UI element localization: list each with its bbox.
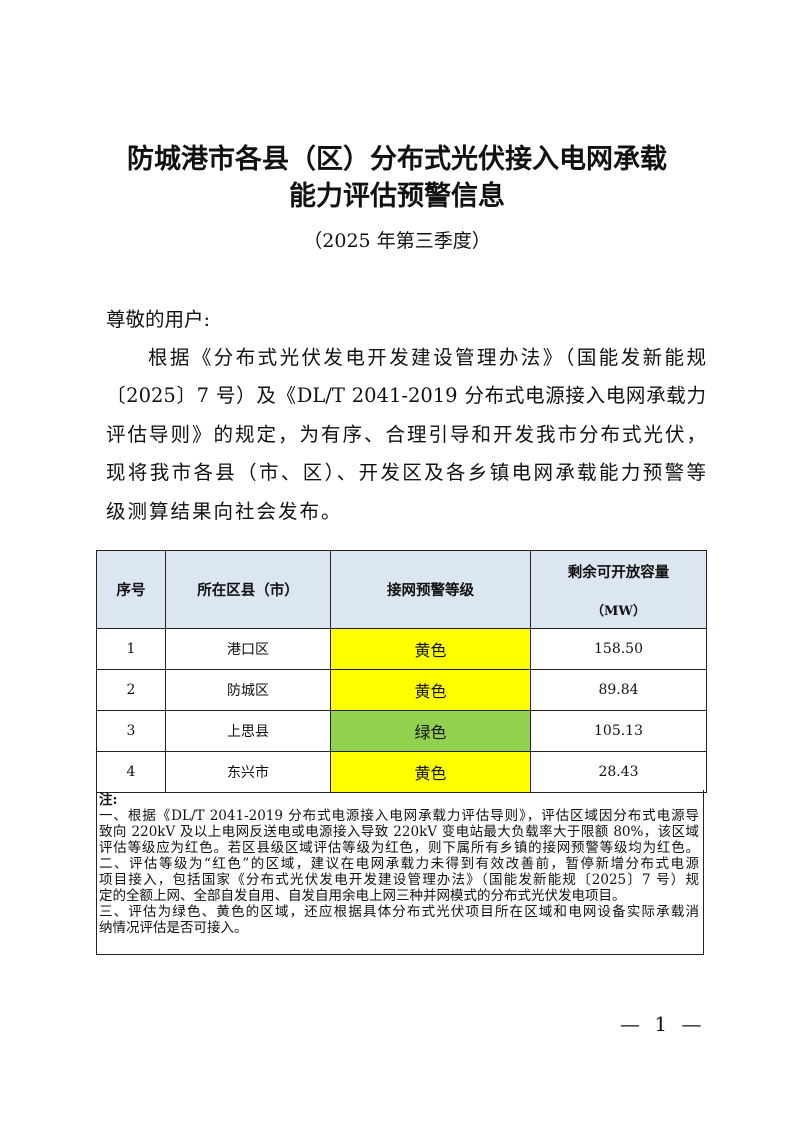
- cell-level: 黄色: [330, 751, 531, 793]
- salutation: 尊敬的用户:: [106, 308, 211, 331]
- table-row: 4 东兴市 黄色 28.43: [96, 751, 707, 793]
- cell-level: 绿色: [330, 710, 531, 752]
- cell-level: 黄色: [330, 669, 531, 711]
- body-line: 现将我市各县（市、区）、开发区及各乡镇电网承载能力预警等: [106, 461, 706, 484]
- note-line: 致向 220kV 及以上电网反送电或电源接入导致 220kV 变电站最大负载率大…: [99, 824, 699, 840]
- note-line: 纳情况评估是否可接入。: [99, 920, 248, 936]
- note-line: 定的全额上网、全部自发自用、自发自用余电上网三种并网模式的分布式光伏发电项目。: [99, 888, 626, 904]
- cell-capacity: 105.13: [530, 710, 707, 752]
- note-line: 一、根据《DL/T 2041-2019 分布式电源接入电网承载力评估导则》，评估…: [99, 808, 699, 824]
- document-title-line2: 能力评估预警信息: [289, 181, 505, 212]
- cell-capacity: 28.43: [530, 751, 707, 793]
- body-line: 级测算结果向社会发布。: [106, 500, 343, 523]
- cell-capacity: 158.50: [530, 628, 707, 670]
- header-district: 所在区县（市）: [165, 550, 331, 629]
- notes-box: 注: 一、根据《DL/T 2041-2019 分布式电源接入电网承载力评估导则》…: [96, 790, 704, 955]
- page-number: — 1 —: [620, 1012, 706, 1036]
- notes-label: 注:: [99, 792, 118, 808]
- cell-no: 3: [96, 710, 166, 752]
- table-row: 2 防城区 黄色 89.84: [96, 669, 707, 711]
- note-line: 三、评估为绿色、黄色的区域，还应根据具体分布式光伏项目所在区域和电网设备实际承载…: [99, 904, 699, 920]
- warning-table: 序号 所在区县（市） 接网预警等级 剩余可开放容量 （MW） 1 港口区 黄色 1…: [96, 550, 707, 793]
- cell-no: 1: [96, 628, 166, 670]
- header-capacity: 剩余可开放容量 （MW）: [530, 550, 707, 629]
- cell-capacity: 89.84: [530, 669, 707, 711]
- table-row: 1 港口区 黄色 158.50: [96, 628, 707, 670]
- cell-district: 上思县: [165, 710, 331, 752]
- table-row: 3 上思县 绿色 105.13: [96, 710, 707, 752]
- cell-no: 2: [96, 669, 166, 711]
- cell-level: 黄色: [330, 628, 531, 670]
- table-header-row: 序号 所在区县（市） 接网预警等级 剩余可开放容量 （MW）: [96, 550, 707, 629]
- header-level: 接网预警等级: [330, 550, 531, 629]
- body-line: 〔2025〕7 号）及《DL/T 2041-2019 分布式电源接入电网承载力: [106, 384, 706, 407]
- cell-no: 4: [96, 751, 166, 793]
- cell-district: 防城区: [165, 669, 331, 711]
- body-line: 评估导则》的规定，为有序、合理引导和开发我市分布式光伏，: [106, 423, 706, 446]
- header-no: 序号: [96, 550, 166, 629]
- header-capacity-label: 剩余可开放容量: [567, 563, 670, 581]
- document-subtitle: （2025 年第三季度）: [303, 230, 491, 252]
- body-line: 根据《分布式光伏发电开发建设管理办法》（国能发新能规: [148, 346, 706, 369]
- header-capacity-unit: （MW）: [591, 603, 646, 619]
- note-line: 评估等级应为红色。若区县级区域评估等级为红色，则下属所有乡镇的接网预警等级均为红…: [99, 840, 699, 856]
- cell-district: 东兴市: [165, 751, 331, 793]
- document-title-line1: 防城港市各县（区）分布式光伏接入电网承载: [127, 144, 667, 175]
- cell-district: 港口区: [165, 628, 331, 670]
- note-line: 项目接入，包括国家《分布式光伏发电开发建设管理办法》（国能发新能规〔2025〕7…: [99, 872, 699, 888]
- note-line: 二、评估等级为“红色”的区域，建议在电网承载力未得到有效改善前，暂停新增分布式电…: [99, 856, 699, 872]
